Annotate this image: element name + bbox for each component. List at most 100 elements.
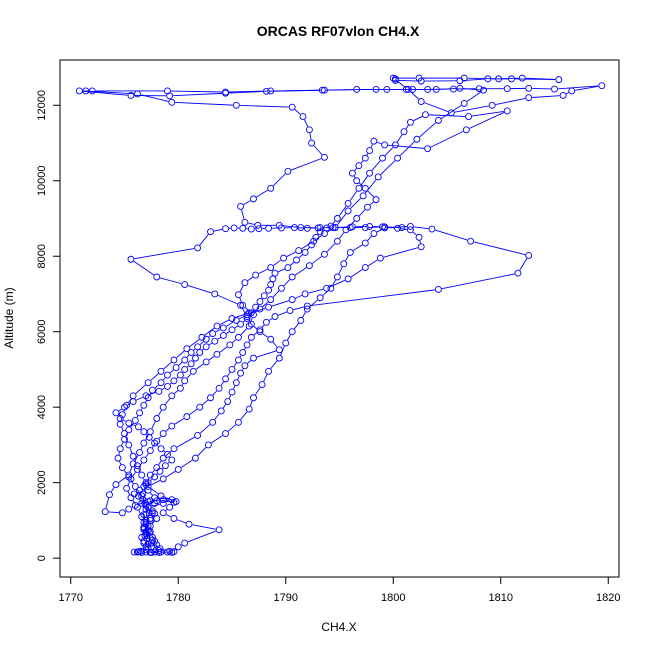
data-point — [140, 456, 148, 464]
data-point — [434, 116, 442, 124]
data-point — [138, 513, 146, 521]
series-segment — [147, 478, 150, 482]
series-segment — [239, 297, 242, 303]
data-point — [181, 539, 189, 547]
data-point — [409, 85, 417, 93]
data-point — [250, 394, 257, 402]
series-segment — [336, 213, 347, 226]
series-segment — [151, 439, 153, 441]
data-point — [222, 225, 230, 233]
data-point — [155, 387, 163, 395]
series-segment — [430, 130, 464, 148]
series-segment — [294, 267, 307, 276]
data-point — [254, 221, 262, 229]
data-point — [456, 84, 464, 92]
data-point — [407, 222, 414, 230]
data-point — [222, 375, 230, 383]
data-point — [297, 224, 305, 232]
x-tick-label: 1820 — [596, 592, 620, 604]
data-point — [321, 250, 328, 258]
y-tick-label: 0 — [36, 555, 48, 561]
data-point — [555, 76, 563, 84]
series-segment — [202, 399, 209, 406]
series-segment — [428, 114, 466, 117]
data-point — [256, 326, 264, 334]
data-point — [127, 494, 135, 502]
series-segment — [250, 317, 253, 323]
series-segment — [272, 341, 278, 348]
series-segment — [174, 548, 176, 551]
data-point — [222, 430, 230, 438]
data-point — [355, 162, 363, 170]
data-point — [275, 354, 283, 362]
data-point — [228, 315, 236, 322]
data-point — [127, 255, 135, 263]
series-segment — [463, 78, 485, 81]
data-point — [239, 224, 247, 232]
series-segment — [143, 477, 145, 480]
data-point — [112, 481, 120, 488]
data-point — [133, 90, 141, 98]
data-point — [295, 247, 303, 255]
data-point — [404, 85, 412, 93]
data-point — [250, 354, 257, 362]
series-segment — [519, 258, 528, 271]
data-point — [144, 486, 152, 494]
data-point — [194, 432, 202, 439]
series-segment — [302, 311, 306, 318]
data-point — [170, 377, 178, 385]
series-segment — [167, 461, 170, 464]
series-segment — [338, 266, 343, 275]
data-point — [344, 207, 352, 215]
series-segment — [166, 500, 169, 503]
series-segment — [174, 390, 179, 394]
series-segment — [307, 247, 310, 251]
data-point — [144, 379, 152, 387]
data-point — [144, 482, 152, 490]
series-4 — [123, 222, 533, 556]
data-point — [417, 77, 425, 85]
data-point — [142, 530, 150, 538]
data-point — [303, 302, 311, 310]
data-point — [112, 409, 120, 417]
series-segment — [240, 328, 248, 336]
data-point — [308, 241, 315, 249]
series-segment — [148, 542, 151, 545]
data-point — [181, 281, 189, 288]
data-point — [159, 475, 167, 483]
series-5 — [116, 107, 511, 556]
data-point — [551, 85, 558, 93]
series-segment — [123, 419, 126, 422]
series-segment — [270, 360, 278, 369]
series-segment — [287, 334, 291, 341]
data-point — [456, 77, 464, 85]
series-segment — [145, 522, 149, 525]
series-segment — [158, 435, 162, 439]
data-point — [316, 228, 324, 236]
series-segment — [199, 341, 204, 345]
data-point — [398, 224, 406, 232]
data-point — [116, 420, 124, 428]
series-segment — [371, 160, 381, 171]
data-point — [196, 403, 204, 411]
data-point — [462, 126, 470, 134]
data-point — [237, 320, 245, 328]
data-point — [164, 382, 171, 390]
data-point — [144, 545, 152, 553]
data-point — [129, 392, 137, 400]
series-segment — [173, 92, 223, 97]
data-point — [402, 85, 410, 93]
series-segment — [252, 309, 257, 313]
data-point — [271, 313, 279, 321]
series-segment — [150, 492, 153, 496]
series-segment — [262, 301, 269, 308]
data-point — [170, 445, 178, 453]
series-segment — [177, 519, 186, 524]
data-point — [269, 275, 277, 283]
series-segment — [151, 443, 156, 448]
data-point — [256, 328, 264, 336]
data-point — [211, 290, 219, 298]
data-point — [525, 252, 533, 259]
data-point — [159, 509, 167, 517]
series-segment — [235, 313, 247, 318]
